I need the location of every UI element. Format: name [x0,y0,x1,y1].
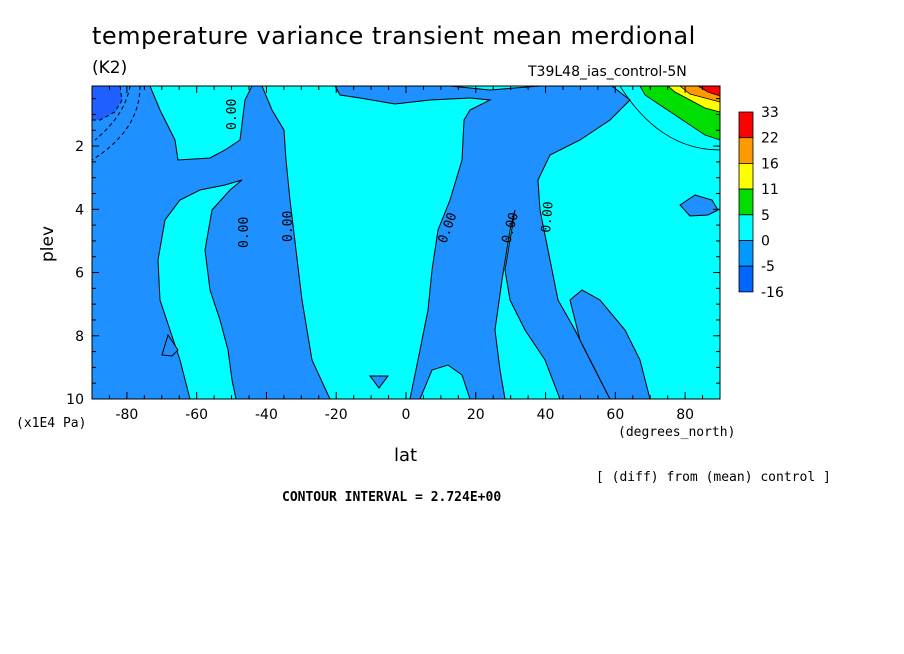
colorbar-label: 11 [761,182,779,198]
contour-label: 0.00 [281,211,296,242]
colorbar-label: 33 [761,105,779,121]
colorbar: 33 22 16 11 5 0 -5 -16 [738,105,784,301]
chart-units: (K2) [92,58,128,78]
negative-regions [91,85,719,400]
colorbar-swatch [738,240,754,267]
x-axis: -80 -60 -40 -20 0 20 40 60 80 [91,86,721,423]
dashed-contour [94,85,131,141]
negative-region-triangle [369,375,389,389]
colorbar-swatch [738,111,754,139]
x-tick-label: 20 [467,407,485,423]
colorbar-swatch [738,188,754,216]
run-label: T39L48_ias_control-5N [528,64,687,80]
contour-label: 0.00 [539,201,557,234]
x-tick-label: 40 [537,407,555,423]
thin-contour [619,85,721,151]
y-axis: 2 4 6 8 10 [66,98,720,408]
y-tick-label: 8 [75,329,84,345]
negative-region-right-lower [569,289,651,400]
x-axis-units: (degrees_north) [618,425,736,440]
y-tick-label: 6 [75,266,84,282]
contour-label: 0.00 [237,217,252,248]
colorbar-label: 22 [761,131,779,147]
colorbar-swatch [738,137,754,164]
positive-peak-region [639,85,721,141]
y-tick-label: 4 [75,202,84,218]
contour-label: 0.00 [225,99,240,130]
x-tick-label: -40 [255,407,278,423]
negative-region-small-blob [161,333,179,357]
x-tick-label: 80 [676,407,694,423]
colorbar-label: -5 [761,259,775,275]
x-tick-label: -80 [115,407,138,423]
dashed-contour [91,85,141,161]
diff-note: [ (diff) from (mean) control ] [596,470,831,485]
colorbar-label: 16 [761,156,779,172]
colorbar-label: -16 [761,285,784,301]
colorbar-swatch [738,265,754,293]
y-tick-label: 10 [66,392,84,408]
negative-region-center [334,85,631,400]
x-tick-label: -20 [325,407,348,423]
y-tick-label: 2 [75,139,84,155]
contour-interval: CONTOUR INTERVAL = 2.724E+00 [282,490,502,505]
negative-region-right-blob [679,194,719,217]
colorbar-label: 5 [761,208,770,224]
colorbar-label: 0 [761,234,770,250]
colorbar-swatch [738,162,754,190]
x-axis-label: lat [394,445,418,466]
y-axis-units: (x1E4 Pa) [16,416,87,431]
x-tick-label: -60 [185,407,208,423]
chart-title: temperature variance transient mean merd… [92,22,696,50]
x-tick-label: 60 [606,407,624,423]
colorbar-swatch [738,214,754,241]
x-tick-label: 0 [402,407,411,423]
